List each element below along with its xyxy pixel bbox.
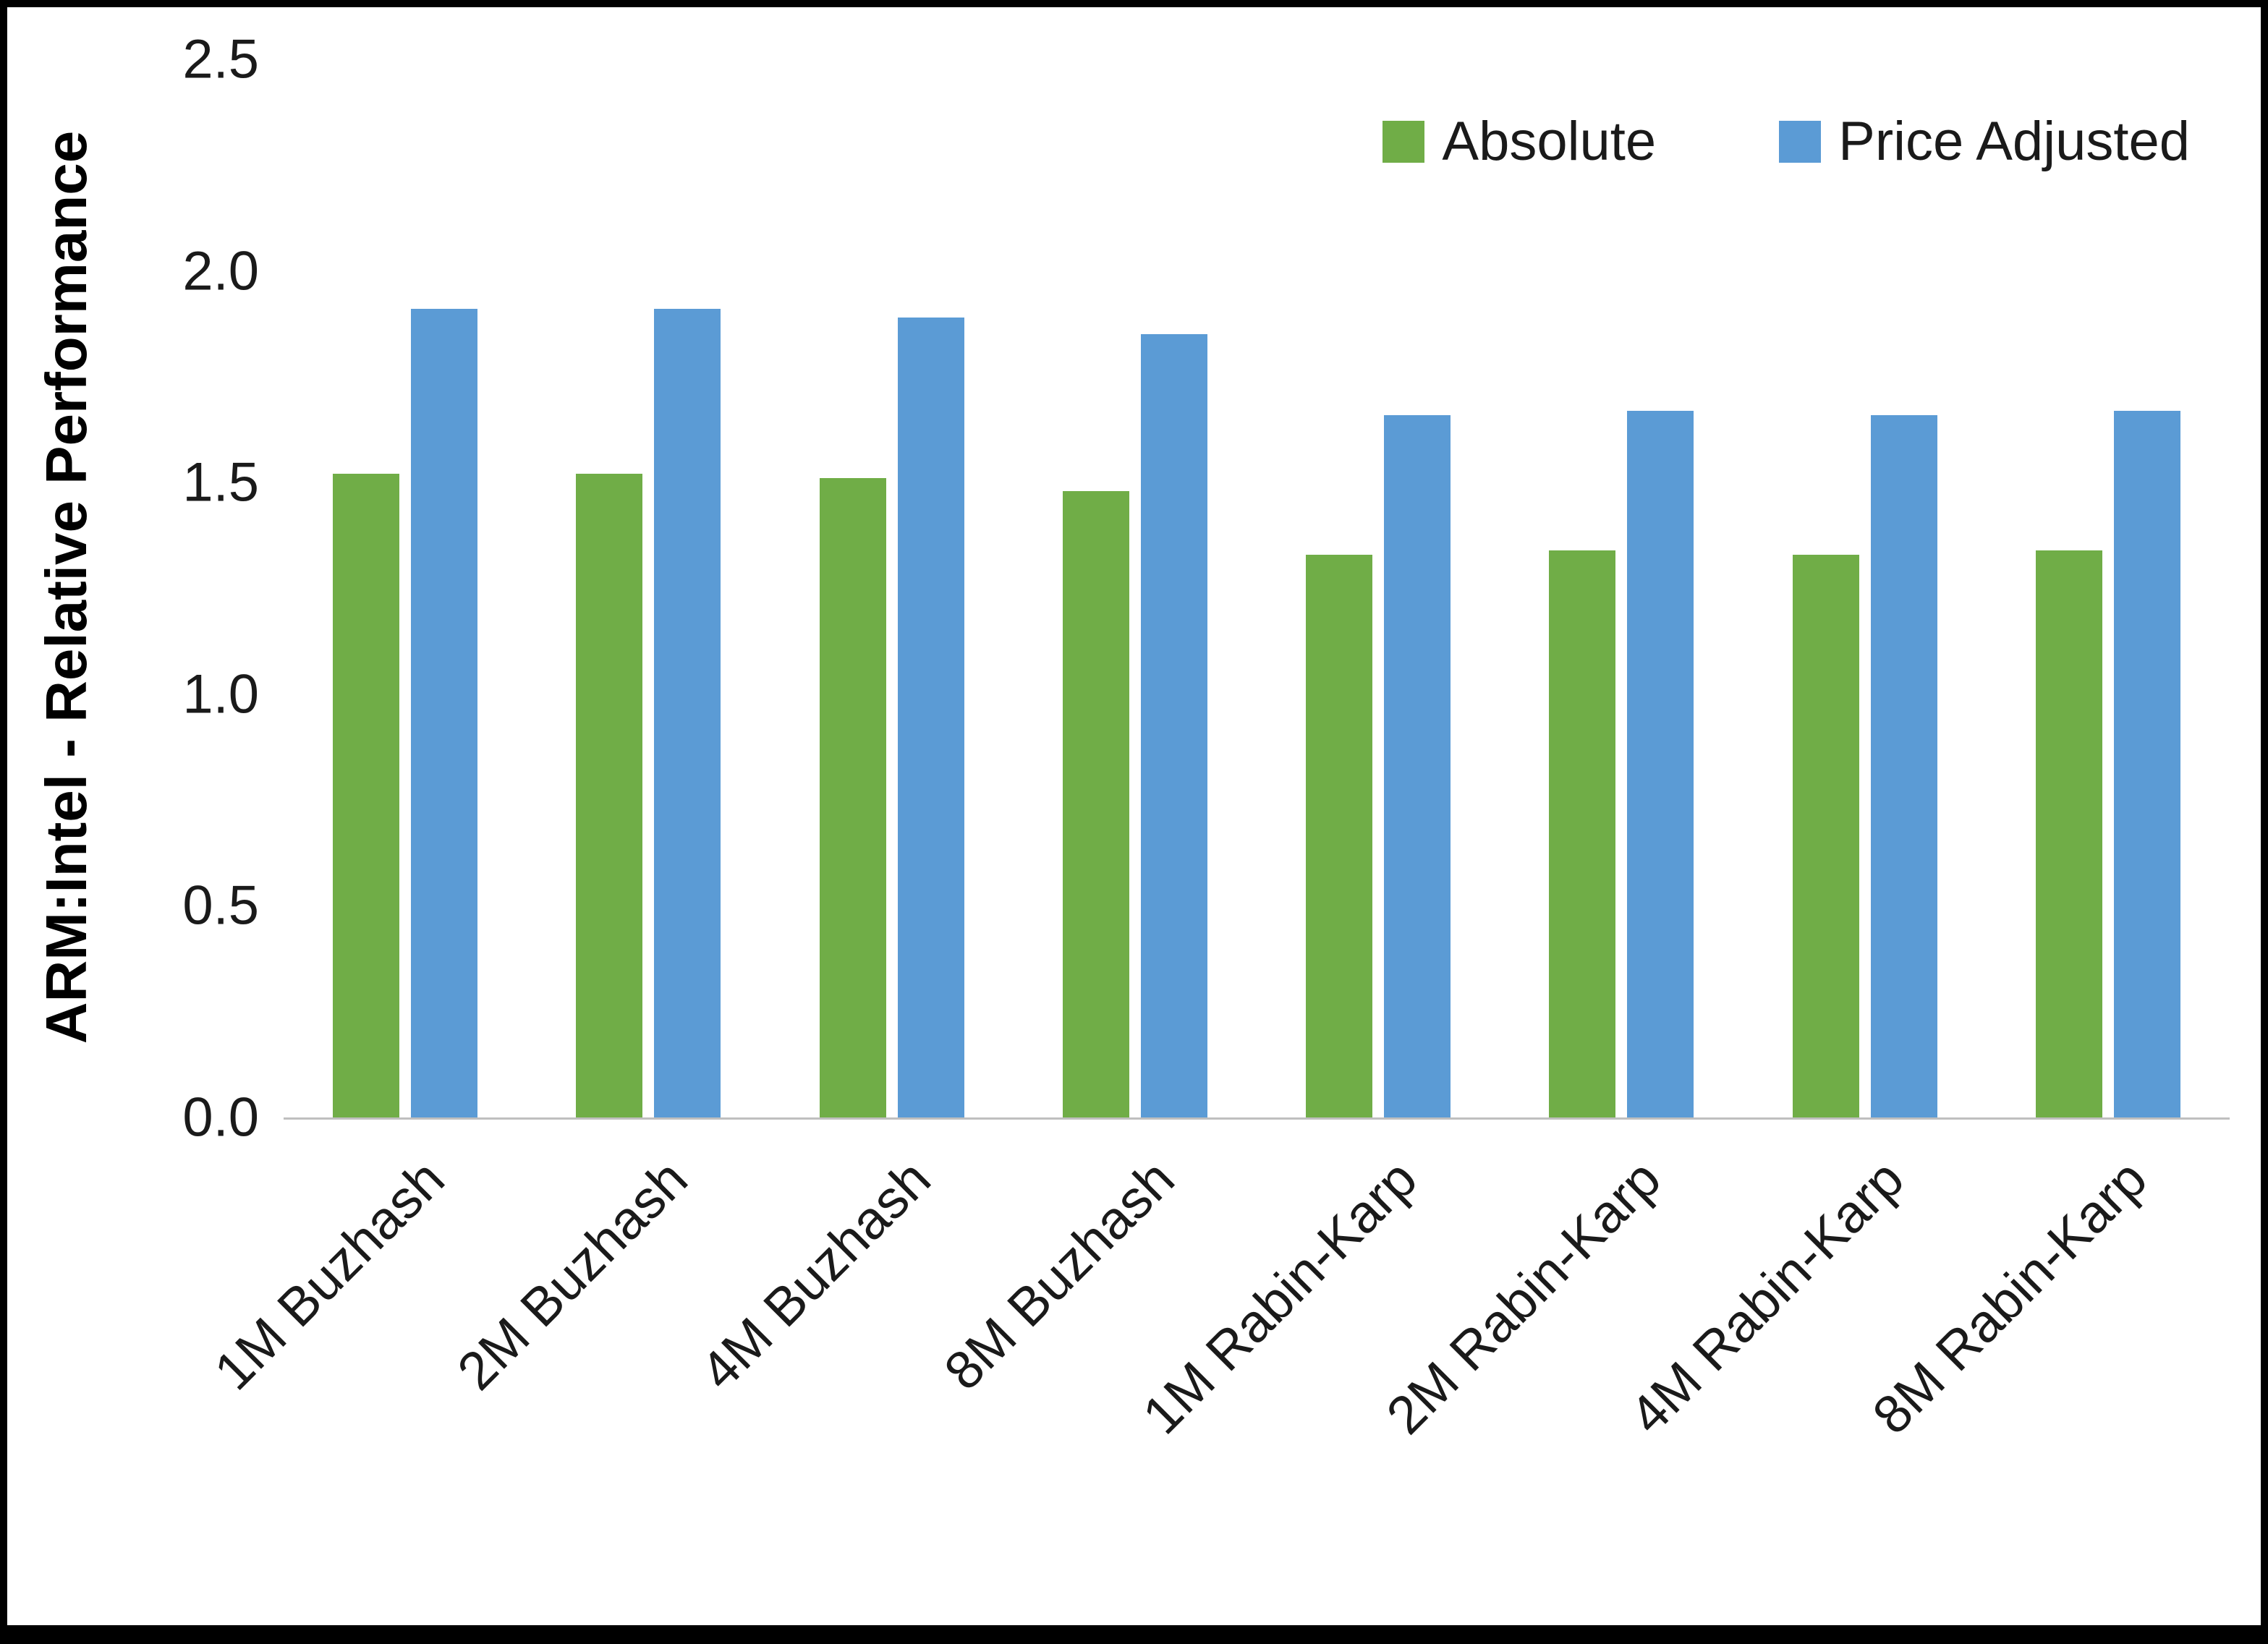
bar-absolute: [819, 478, 886, 1117]
bar-absolute: [1792, 554, 1859, 1117]
x-tick-label: 8M Buzhash: [932, 1148, 1186, 1402]
x-axis-line: [284, 1117, 2230, 1120]
y-tick-label: 1.0: [182, 663, 259, 725]
bar-price-adjusted: [654, 309, 721, 1117]
legend-label: Absolute: [1442, 111, 1657, 172]
bar-price-adjusted: [1140, 334, 1207, 1117]
legend-swatch: [1779, 120, 1822, 163]
y-tick-label: 2.0: [182, 240, 259, 302]
y-tick-label: 0.0: [182, 1086, 259, 1149]
bar-price-adjusted: [897, 317, 964, 1117]
legend-item: Price Adjusted: [1779, 110, 2190, 173]
x-tick-label: 2M Buzhash: [446, 1148, 699, 1402]
x-tick-label: 4M Buzhash: [689, 1148, 943, 1402]
y-tick-label: 1.5: [182, 451, 259, 514]
bar-absolute: [576, 474, 643, 1117]
legend-item: Absolute: [1383, 110, 1656, 173]
bar-absolute: [1062, 490, 1129, 1117]
bar-absolute: [333, 474, 400, 1117]
legend: Absolute Price Adjusted: [1383, 110, 2190, 173]
y-tick-label: 0.5: [182, 874, 259, 937]
legend-label: Price Adjusted: [1838, 111, 2190, 172]
bar-price-adjusted: [411, 309, 478, 1117]
bar-absolute: [2035, 550, 2102, 1117]
y-tick-label: 2.5: [182, 28, 259, 90]
bar-price-adjusted: [1384, 414, 1451, 1117]
x-tick-label: 1M Buzhash: [202, 1148, 456, 1402]
legend-swatch: [1383, 120, 1425, 163]
bar-absolute: [1306, 554, 1373, 1117]
bar-price-adjusted: [1870, 414, 1937, 1117]
bar-absolute: [1549, 550, 1616, 1117]
bar-price-adjusted: [2113, 410, 2180, 1117]
bar-price-adjusted: [1627, 410, 1694, 1117]
